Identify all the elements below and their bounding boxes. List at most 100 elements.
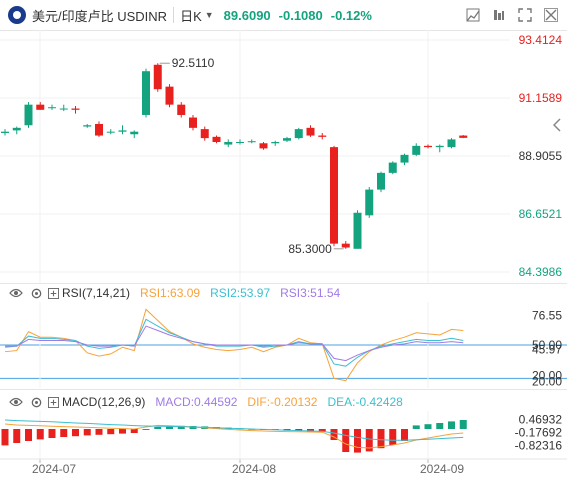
candle-body — [294, 129, 303, 139]
macd-histogram-bar — [377, 429, 385, 449]
period-label: 日K — [180, 8, 202, 24]
macd-histogram-bar — [142, 429, 150, 430]
macd-dif-line — [4, 423, 464, 449]
macd-indicator-name: MACD(12,26,9) — [62, 395, 146, 409]
macd-histogram-bar — [365, 429, 373, 452]
expand-icon[interactable] — [47, 396, 59, 408]
y-tick-label: 84.3986 — [519, 265, 563, 279]
candle-body — [365, 189, 374, 216]
candle-body — [377, 172, 385, 190]
price-chart[interactable]: 93.4124 91.1589 88.9055 86.6521 84.3986 92.51… — [0, 30, 567, 283]
candle-body — [48, 107, 56, 109]
candle-body — [12, 127, 21, 131]
chevron-left-icon[interactable] — [551, 116, 563, 134]
candle-body — [130, 131, 139, 135]
eye-icon[interactable] — [9, 286, 23, 300]
rsi-indicator-name: RSI(7,14,21) — [62, 286, 131, 300]
macd-histogram-bar — [342, 429, 350, 452]
expand-icon[interactable] — [47, 287, 59, 299]
candle-body — [412, 145, 421, 155]
candle-body — [200, 129, 209, 139]
macd-histogram-bar — [48, 429, 56, 438]
candle-body — [165, 86, 174, 105]
y-tick-label: 88.9055 — [519, 149, 563, 163]
candle-body — [330, 147, 338, 244]
macd-histogram-bar — [1, 429, 9, 446]
rsi-y-tick-label: 20.00 — [532, 374, 562, 388]
macd-histogram-bar — [36, 429, 44, 440]
usd-flag-icon — [8, 6, 26, 24]
rsi-y-tick-label: 20.00 — [532, 368, 562, 382]
macd-histogram-bar — [389, 429, 397, 445]
macd-histogram-bar — [459, 420, 467, 429]
macd-histogram-bar — [154, 427, 162, 429]
header-divider — [173, 7, 175, 23]
rsi-series-line-rsi3 — [5, 325, 464, 362]
chart-header: 美元/印度卢比 USDINR 日K ▼ 89.6090 -0.1080 -0.1… — [0, 0, 567, 30]
rsi-indicator-bar: RSI(7,14,21) RSI1:63.09 RSI2:53.97 RSI3:… — [0, 285, 540, 301]
y-tick-label: 91.1589 — [519, 91, 563, 105]
macd-divider-line — [0, 389, 567, 390]
rsi3-value: RSI3:51.54 — [280, 286, 341, 300]
candle-body — [236, 141, 244, 143]
candle-body — [177, 104, 186, 115]
close-icon[interactable] — [542, 6, 560, 24]
candle-body — [400, 154, 409, 163]
eye-icon[interactable] — [9, 395, 23, 409]
macd-histogram-bar — [436, 423, 444, 429]
macd-histogram-bar — [401, 429, 408, 441]
macd-histogram-bar — [95, 429, 103, 435]
rsi-series-line-rsi1 — [4, 308, 464, 382]
candle-body — [353, 212, 362, 249]
macd-y-tick-label: -0.17692 — [515, 426, 563, 440]
macd-histogram-bar — [83, 429, 91, 436]
candle-body — [306, 127, 315, 136]
candle-body — [95, 123, 103, 136]
macd-histogram-bar — [60, 429, 68, 437]
symbol-title[interactable]: 美元/印度卢比 USDINR — [32, 8, 168, 24]
macd-y-tick-label: -0.82316 — [515, 438, 563, 452]
draw-line-icon[interactable] — [464, 6, 482, 24]
gear-icon[interactable] — [29, 395, 43, 409]
rsi-y-tick-label: 45.97 — [532, 342, 562, 356]
macd-value: MACD:0.44592 — [155, 395, 238, 409]
candle-body — [224, 141, 233, 145]
x-tick-label: 2024-08 — [232, 462, 276, 476]
macd-histogram-bar — [330, 429, 338, 440]
candle-body — [118, 130, 127, 132]
macd-histogram-bar — [130, 429, 138, 433]
macd-histogram-bar — [13, 429, 21, 443]
macd-y-tick-label: 0.46932 — [519, 413, 563, 427]
macd-histogram-bar — [119, 429, 126, 434]
candle-body — [189, 117, 197, 128]
candle-body — [106, 131, 115, 133]
candle-body — [1, 131, 9, 133]
macd-histogram-bar — [307, 429, 314, 432]
candle-body — [259, 143, 268, 149]
macd-chart[interactable]: 0.46932-0.17692-0.82316 2024-07 2024-08 202… — [0, 411, 567, 478]
rsi2-value: RSI2:53.97 — [210, 286, 271, 300]
macd-histogram-bar — [318, 429, 326, 432]
y-tick-label: 93.4124 — [519, 33, 563, 47]
period-selector[interactable]: 日K ▼ — [180, 6, 214, 25]
macd-histogram-bar — [295, 429, 303, 431]
rsi-series-line-rsi2 — [4, 318, 464, 367]
candle-body — [341, 243, 350, 248]
candle-body — [424, 145, 432, 148]
candle-body — [247, 141, 256, 143]
gear-icon[interactable] — [29, 286, 43, 300]
candle-body — [153, 64, 162, 90]
high-price-label: 92.5110 — [172, 56, 215, 70]
header-divider-line — [0, 30, 567, 31]
candle-body — [83, 125, 92, 127]
macd-histogram-bar — [412, 425, 420, 429]
macd-histogram-bar — [107, 429, 115, 435]
candle-body — [59, 108, 68, 110]
candle-body — [71, 108, 80, 110]
candle-body — [212, 136, 221, 142]
candle-body — [459, 135, 468, 138]
fullscreen-icon[interactable] — [516, 6, 534, 24]
candle-body — [283, 138, 291, 141]
indicator-settings-icon[interactable] — [490, 6, 508, 24]
